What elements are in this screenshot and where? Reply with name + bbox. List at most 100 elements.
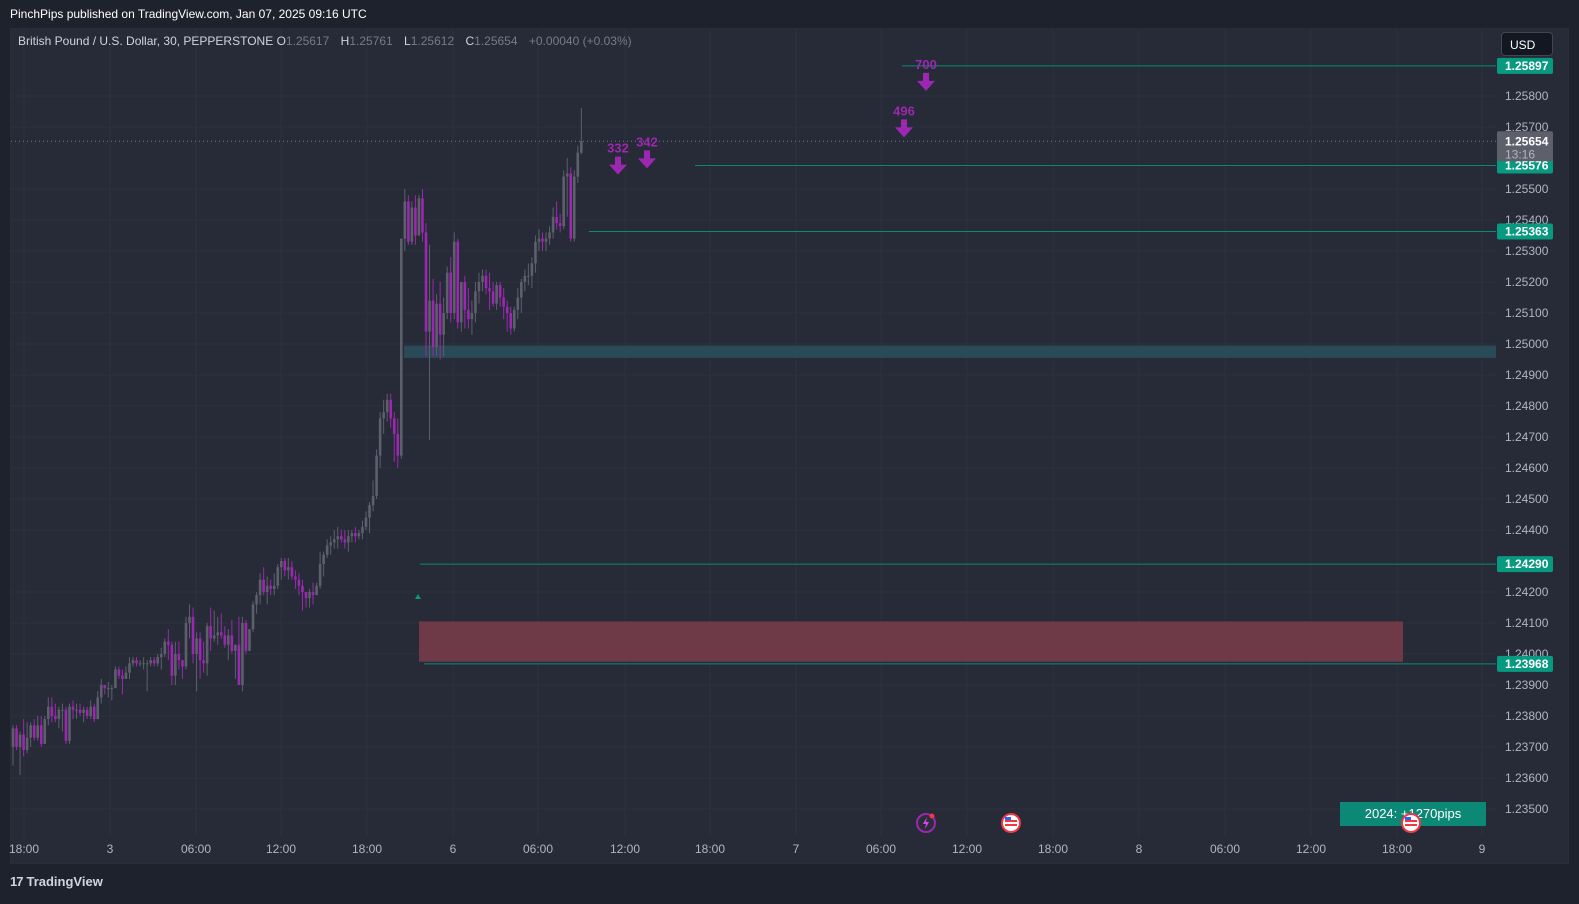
candle-body bbox=[460, 282, 463, 323]
candle-body bbox=[456, 241, 460, 323]
candle-body bbox=[195, 638, 198, 654]
time-tick-label: 6 bbox=[450, 842, 457, 856]
candle-body bbox=[283, 561, 287, 571]
candle-body bbox=[548, 232, 551, 239]
candle-body bbox=[354, 533, 357, 537]
candle-body bbox=[541, 238, 544, 242]
candle-body bbox=[96, 697, 100, 720]
time-tick-label: 18:00 bbox=[352, 842, 382, 856]
publisher-text: PinchPips published on TradingView.com, … bbox=[10, 7, 367, 21]
candle-body bbox=[50, 706, 54, 716]
price-tick-label: 1.24800 bbox=[1505, 399, 1549, 413]
support-zone bbox=[419, 621, 1403, 662]
candle-body bbox=[467, 309, 470, 320]
time-tick-label: 7 bbox=[793, 842, 800, 856]
price-tick-label: 1.25700 bbox=[1505, 120, 1549, 134]
time-tick-label: 18:00 bbox=[695, 842, 725, 856]
candle-body bbox=[262, 579, 265, 592]
candle-body bbox=[308, 592, 311, 599]
footer-bar: 17 TradingView bbox=[0, 864, 1579, 904]
candle-body bbox=[350, 533, 354, 537]
candle-body bbox=[181, 660, 184, 667]
last-price-tag bbox=[1497, 131, 1553, 162]
candle-body bbox=[230, 635, 234, 651]
candle-body bbox=[212, 635, 216, 639]
candle-body bbox=[57, 709, 61, 720]
candle-body bbox=[117, 669, 121, 676]
candle-body bbox=[537, 238, 541, 242]
signal-label: 332 bbox=[607, 141, 629, 156]
level-price-text: 1.24290 bbox=[1505, 557, 1549, 571]
candle-body bbox=[11, 728, 15, 747]
candle-body bbox=[368, 505, 371, 518]
candle-body bbox=[202, 660, 205, 664]
candle-body bbox=[205, 626, 209, 664]
time-axis: 18:00 3 06:00 12:00 18:00 6 06:00 12:00 18:00 7 06… bbox=[9, 842, 1486, 856]
time-tick-label: 06:00 bbox=[523, 842, 553, 856]
candle-body bbox=[251, 604, 255, 630]
symbol-name: British Pound / U.S. Dollar, 30, PEPPERS… bbox=[18, 34, 274, 48]
candle-body bbox=[184, 623, 188, 667]
open-value: 1.25617 bbox=[285, 34, 330, 48]
candle-body bbox=[382, 412, 385, 419]
candle-body bbox=[569, 173, 573, 239]
candle-body bbox=[237, 644, 241, 685]
candle-body bbox=[174, 654, 177, 676]
candle-body bbox=[491, 291, 495, 304]
down-arrow-icon bbox=[895, 119, 913, 138]
candle-body bbox=[438, 303, 442, 335]
candle-body bbox=[357, 533, 361, 537]
down-arrow-icon bbox=[917, 72, 935, 91]
candle-body bbox=[318, 564, 322, 586]
flag-canton-icon bbox=[1405, 817, 1411, 820]
candle-body bbox=[421, 198, 424, 233]
candle-body bbox=[297, 579, 301, 586]
buy-signal-triangle-icon bbox=[415, 594, 421, 599]
down-arrow-icon bbox=[609, 156, 627, 175]
price-tick-label: 1.23800 bbox=[1505, 709, 1549, 723]
level-price-tag bbox=[1497, 655, 1553, 672]
candle-body bbox=[520, 282, 523, 298]
candle-body bbox=[107, 688, 110, 690]
low-label: L bbox=[404, 34, 411, 48]
candle-body bbox=[92, 706, 96, 720]
candle-body bbox=[110, 688, 114, 690]
signal-label: 342 bbox=[636, 134, 658, 149]
candle-body bbox=[498, 285, 502, 298]
candle-body bbox=[36, 725, 40, 738]
candle-body bbox=[135, 660, 138, 664]
tradingview-logo[interactable]: 17 TradingView bbox=[10, 874, 103, 889]
price-zones bbox=[404, 345, 1496, 662]
open-label: O bbox=[276, 34, 286, 48]
price-tick-label: 1.24500 bbox=[1505, 492, 1549, 506]
time-tick-label: 12:00 bbox=[952, 842, 982, 856]
candle-body bbox=[484, 275, 488, 289]
symbol-legend: British Pound / U.S. Dollar, 30, PEPPERS… bbox=[18, 34, 640, 48]
candle-body bbox=[149, 660, 152, 664]
candle-body bbox=[555, 216, 558, 224]
time-tick-label: 9 bbox=[1479, 842, 1486, 856]
candle-body bbox=[396, 433, 400, 456]
flag-stripe-icon bbox=[1405, 824, 1417, 826]
time-tick-label: 06:00 bbox=[181, 842, 211, 856]
candle-body bbox=[54, 716, 57, 720]
candle-body bbox=[580, 141, 583, 153]
candle-body bbox=[248, 629, 251, 651]
chart-panel[interactable] bbox=[10, 28, 1569, 864]
bar-countdown-text: 13:16 bbox=[1505, 147, 1535, 161]
candle-body bbox=[558, 223, 562, 227]
candle-body bbox=[43, 719, 47, 744]
candle-body bbox=[414, 207, 417, 236]
currency-button[interactable]: USD bbox=[1501, 32, 1553, 56]
level-price-tag bbox=[1497, 556, 1553, 573]
candle-body bbox=[551, 216, 555, 233]
candle-body bbox=[474, 291, 477, 313]
candle-body bbox=[428, 300, 431, 332]
price-axis: 1.258001.257001.255001.254001.253001.252… bbox=[1505, 89, 1549, 816]
candle-body bbox=[392, 418, 396, 434]
candle-body bbox=[385, 399, 389, 413]
candle-body bbox=[103, 685, 107, 689]
candle-body bbox=[61, 709, 64, 711]
close-value: 1.25654 bbox=[474, 34, 518, 48]
